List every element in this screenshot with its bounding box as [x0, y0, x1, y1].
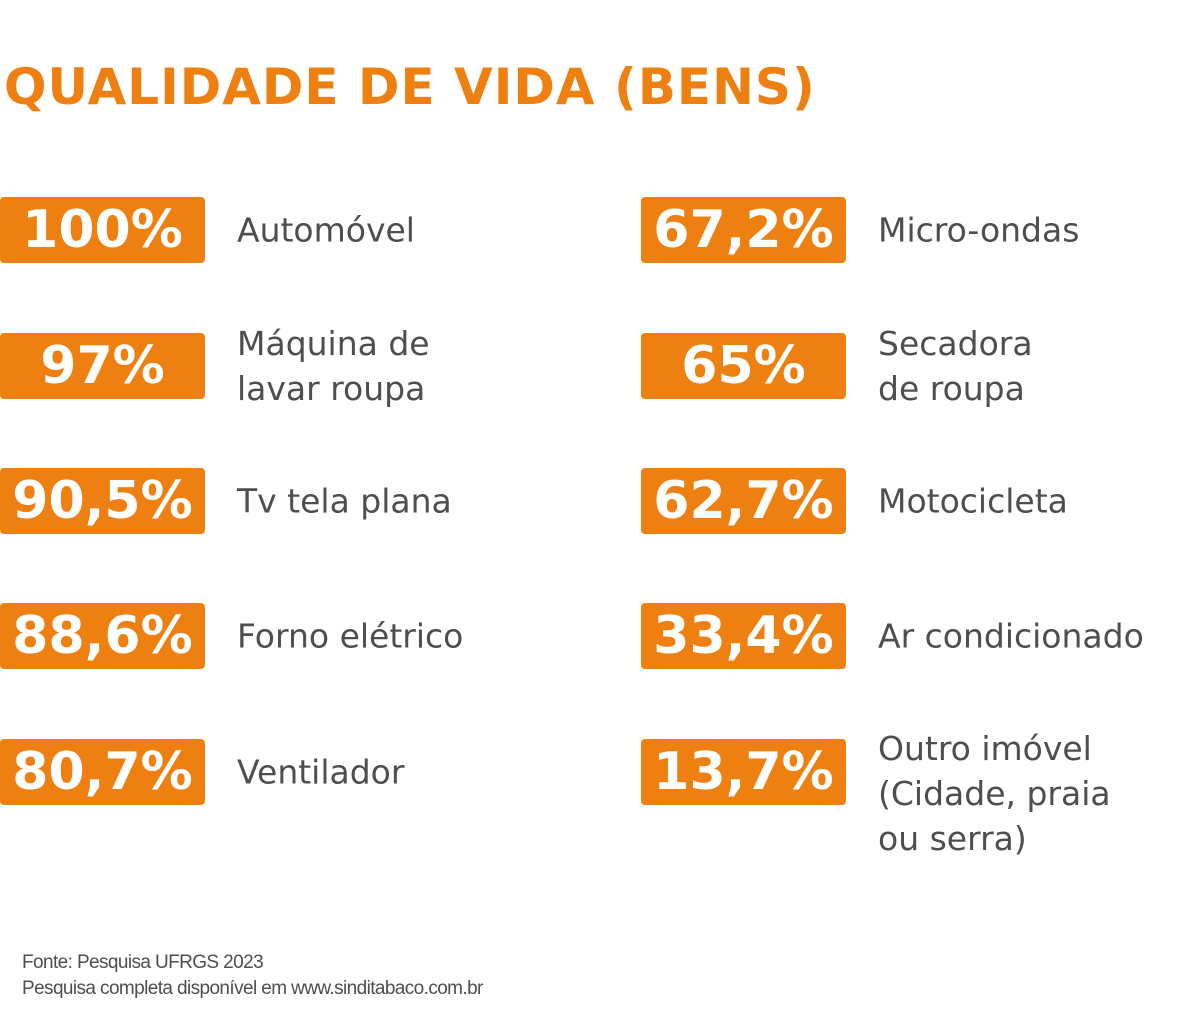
percentage-badge: 100% [0, 197, 205, 263]
percentage-badge: 62,7% [641, 468, 846, 534]
item-label: Tv tela plana [237, 481, 452, 521]
percentage-badge: 65% [641, 333, 846, 399]
percentage-badge: 88,6% [0, 603, 205, 669]
percentage-badge: 67,2% [641, 197, 846, 263]
item-label: Ventilador [237, 752, 405, 792]
page-title: QUALIDADE DE VIDA (BENS) [4, 58, 816, 116]
item-label: Outro imóvel (Cidade, praia ou serra) [878, 729, 1111, 858]
footer: Fonte: Pesquisa UFRGS 2023 Pesquisa comp… [22, 950, 483, 1002]
item-label: Ar condicionado [878, 616, 1144, 656]
item-label: Micro-ondas [878, 210, 1080, 250]
percentage-badge: 90,5% [0, 468, 205, 534]
percentage-badge: 13,7% [641, 739, 846, 805]
item-label: Máquina de lavar roupa [237, 324, 430, 408]
footer-note: Pesquisa completa disponível em www.sind… [22, 978, 483, 999]
item-label: Secadora de roupa [878, 324, 1033, 408]
item-label: Forno elétrico [237, 616, 464, 656]
footer-source: Fonte: Pesquisa UFRGS 2023 [22, 952, 264, 973]
item-label: Automóvel [237, 210, 415, 250]
percentage-badge: 97% [0, 333, 205, 399]
percentage-badge: 80,7% [0, 739, 205, 805]
percentage-badge: 33,4% [641, 603, 846, 669]
item-label: Motocicleta [878, 481, 1068, 521]
